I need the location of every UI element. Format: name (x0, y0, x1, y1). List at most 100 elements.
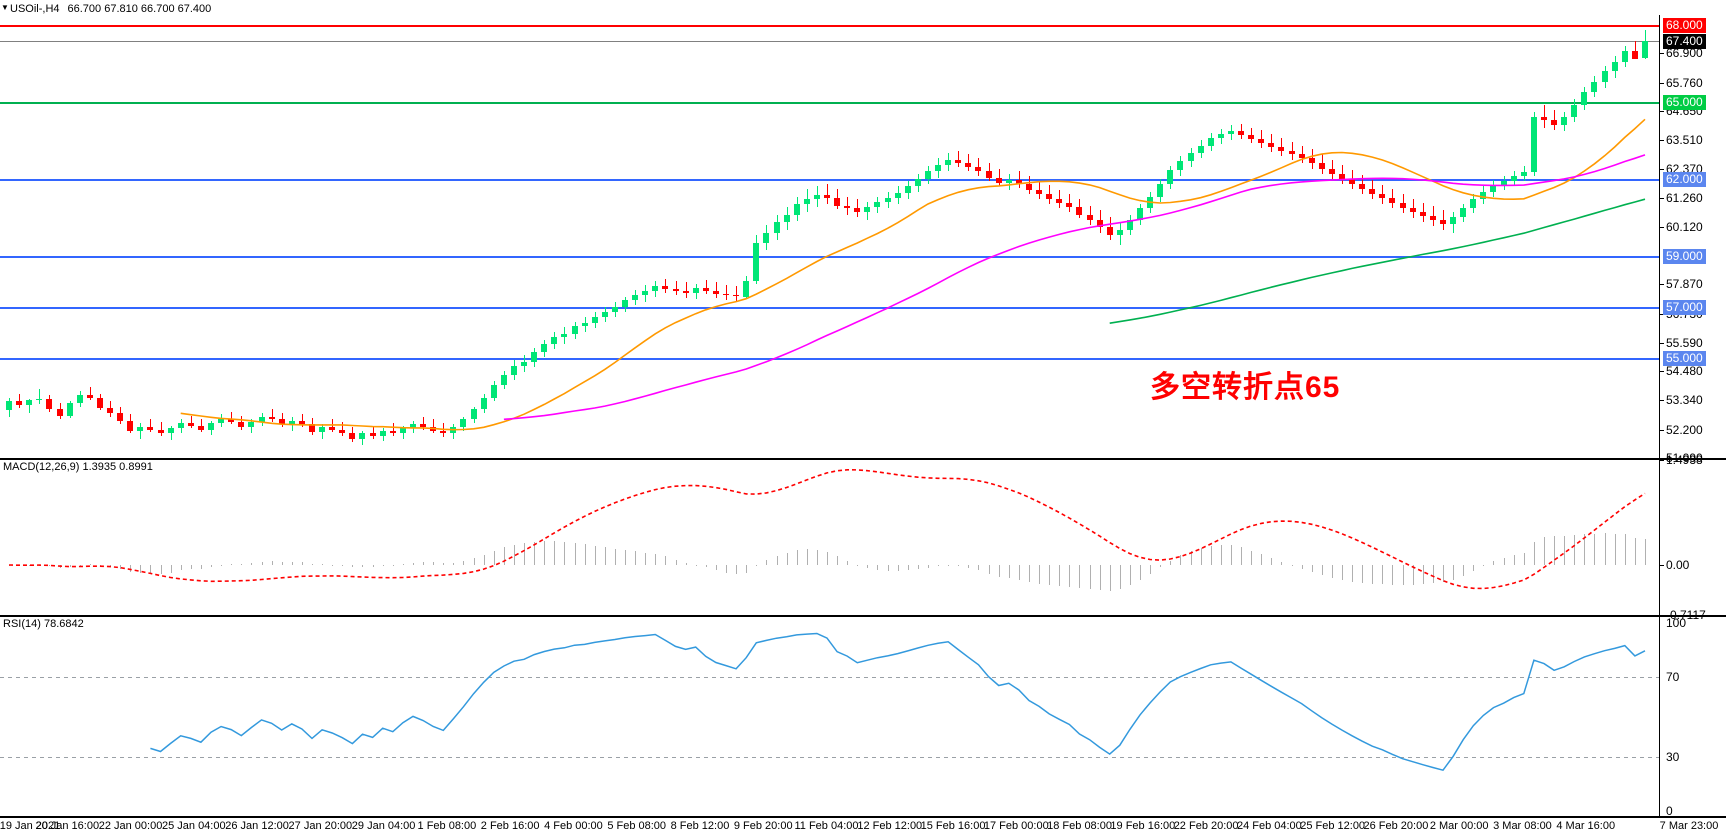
candle-body (1066, 203, 1072, 207)
rsi-title: RSI(14) 78.6842 (3, 618, 84, 630)
macd-histogram-bar (1554, 536, 1555, 565)
candle-body (1056, 199, 1062, 204)
candle-wick (1544, 104, 1545, 128)
candle-body (592, 316, 598, 324)
price-tick (1660, 429, 1664, 431)
candle-body (1359, 183, 1365, 190)
candle-body (1167, 169, 1173, 184)
macd-histogram-bar (474, 558, 475, 565)
macd-histogram-bar (867, 564, 868, 569)
macd-histogram-bar (1251, 550, 1252, 565)
candle-body (915, 178, 921, 187)
candle-body (905, 186, 911, 193)
macd-histogram-bar (1473, 564, 1474, 571)
candle-wick (857, 199, 858, 218)
macd-histogram-bar (1079, 564, 1080, 589)
macd-histogram-bar (635, 551, 636, 565)
ma-slow-line (1109, 198, 1646, 324)
macd-plot-area[interactable] (0, 460, 1659, 615)
time-axis-label: 25 Feb 12:00 (1300, 820, 1366, 832)
macd-histogram-bar (201, 564, 202, 569)
candle-body (804, 199, 810, 205)
candle-body (1642, 40, 1648, 59)
candle-body (1511, 176, 1517, 182)
price-level-badge[interactable]: 55.000 (1663, 350, 1706, 366)
macd-histogram-bar (171, 564, 172, 573)
time-axis-label: 27 Jan 20:00 (288, 820, 353, 832)
candle-body (1420, 212, 1426, 216)
candle-body (1248, 135, 1254, 140)
macd-histogram-bar (1039, 564, 1040, 584)
macd-histogram-bar (292, 561, 293, 565)
time-axis[interactable]: 19 Jan 2021 20 Jan 16:00 22 Jan 00:00 25 Ja… (0, 818, 1726, 837)
candle-wick (90, 387, 91, 401)
price-scale[interactable]: 66.900 65.760 64.650 63.510 62.370 61.260 60.1… (1660, 15, 1726, 464)
candle-body (561, 333, 567, 338)
price-level-line[interactable] (0, 306, 1659, 309)
candle-body (844, 205, 850, 209)
candle-body (834, 197, 840, 206)
candle-body (1218, 134, 1224, 138)
macd-histogram-bar (433, 562, 434, 565)
macd-tick-label: 1.4938 (1666, 453, 1703, 467)
price-level-line[interactable] (0, 40, 1659, 42)
price-level-line[interactable] (0, 357, 1659, 360)
price-panel[interactable] (0, 15, 1659, 458)
price-level-badge[interactable]: 57.000 (1663, 299, 1706, 315)
candle-body (551, 337, 557, 344)
rsi-plot-area[interactable] (0, 617, 1659, 817)
candle-wick (272, 409, 273, 422)
candle-body (874, 201, 880, 207)
candle-body (753, 242, 759, 282)
time-axis-label: 2 Feb 16:00 (480, 820, 540, 832)
candle-body (1430, 215, 1436, 220)
time-axis-label: 15 Feb 16:00 (920, 820, 986, 832)
time-axis-label: 26 Feb 20:00 (1363, 820, 1429, 832)
candle-body (299, 420, 305, 425)
triangle-down-icon[interactable]: ▼ (1, 3, 9, 12)
macd-histogram-bar (1594, 533, 1595, 565)
rsi-scale[interactable]: 100 70 30 0 (1660, 617, 1726, 817)
candle-body (279, 419, 285, 425)
macd-tick-label: -0.7117 (1666, 608, 1706, 622)
time-axis-label: 19 Jan 2021 (0, 820, 61, 832)
candle-body (359, 433, 365, 439)
macd-histogram-bar (383, 564, 384, 566)
candle-body (1046, 194, 1052, 200)
candle-body (1369, 189, 1375, 195)
macd-histogram-bar (373, 564, 374, 567)
candle-wick (1019, 171, 1020, 188)
macd-scale[interactable]: 1.4938 0.00 -0.7117 (1660, 454, 1726, 621)
macd-histogram-bar (716, 564, 717, 571)
candle-body (521, 361, 527, 366)
macd-panel[interactable] (0, 460, 1659, 615)
macd-histogram-bar (706, 564, 707, 568)
candle-body (511, 365, 517, 375)
price-level-badge[interactable]: 67.400 (1663, 33, 1706, 49)
price-level-line[interactable] (0, 102, 1659, 104)
candle-wick (1281, 137, 1282, 156)
macd-histogram-bar (615, 548, 616, 565)
candle-body (733, 295, 739, 297)
candle-body (6, 401, 12, 411)
ohlc-values: 66.700 67.810 66.700 67.400 (67, 3, 212, 15)
price-tick-label: 54.480 (1666, 364, 1703, 379)
macd-histogram-bar (766, 560, 767, 565)
macd-histogram-bar (221, 564, 222, 566)
price-level-badge[interactable]: 62.000 (1663, 171, 1706, 187)
price-plot-area[interactable] (0, 15, 1659, 458)
price-level-badge[interactable]: 59.000 (1663, 248, 1706, 264)
price-level-badge[interactable]: 68.000 (1663, 18, 1706, 34)
price-level-line[interactable] (0, 255, 1659, 258)
candle-body (269, 416, 275, 420)
price-level-line[interactable] (0, 25, 1659, 28)
price-level-badge[interactable]: 65.000 (1663, 95, 1706, 110)
candle-body (410, 424, 416, 429)
candle-body (127, 420, 133, 431)
price-tick (1660, 53, 1664, 55)
price-level-line[interactable] (0, 178, 1659, 181)
macd-histogram-bar (413, 562, 414, 565)
candle-wick (958, 150, 959, 168)
rsi-panel[interactable] (0, 617, 1659, 817)
macd-histogram-bar (322, 564, 323, 566)
